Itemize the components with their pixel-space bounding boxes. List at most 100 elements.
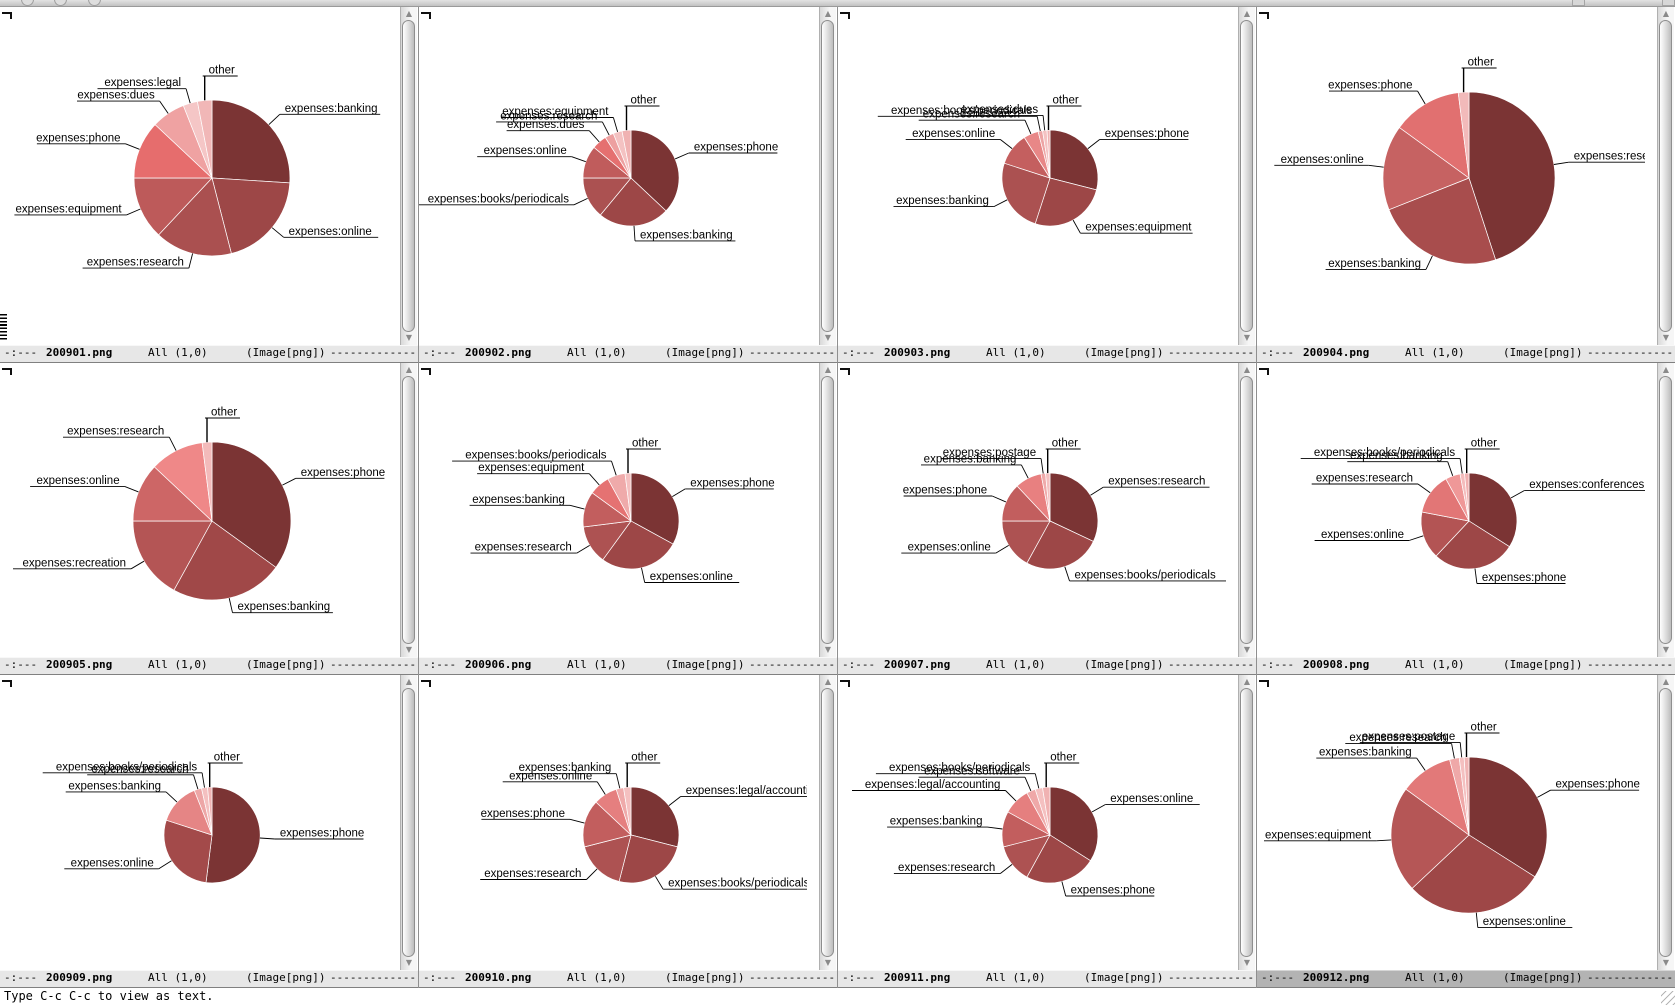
zoom-window-icon[interactable]: [88, 0, 101, 6]
modeline[interactable]: -:--- 200905.png All (1,0) (Image[png]) …: [0, 657, 418, 675]
modeline[interactable]: -:--- 200912.png All (1,0) (Image[png]) …: [1257, 970, 1675, 988]
modeline-mode[interactable]: (Image[png]): [1084, 658, 1164, 671]
scrollbar-down-arrow-icon[interactable]: ▼: [1243, 958, 1251, 967]
modeline-mode[interactable]: (Image[png]): [1503, 658, 1583, 671]
modeline[interactable]: -:--- 200902.png All (1,0) (Image[png]) …: [419, 345, 837, 363]
scrollbar-down-arrow-icon[interactable]: ▼: [405, 958, 413, 967]
modeline-mode[interactable]: (Image[png]): [1084, 971, 1164, 984]
modeline[interactable]: -:--- 200907.png All (1,0) (Image[png]) …: [838, 657, 1256, 675]
modeline-mode[interactable]: (Image[png]): [665, 346, 745, 359]
vertical-scrollbar[interactable]: ▲ ▼: [819, 363, 836, 657]
scrollbar-thumb[interactable]: [1659, 20, 1672, 332]
modeline-buffer-name[interactable]: 200901.png: [46, 346, 113, 359]
modeline-buffer-name[interactable]: 200908.png: [1303, 658, 1370, 671]
scrollbar-up-arrow-icon[interactable]: ▲: [1662, 677, 1670, 686]
scrollbar-up-arrow-icon[interactable]: ▲: [1243, 9, 1251, 18]
modeline-buffer-name[interactable]: 200903.png: [884, 346, 951, 359]
modeline[interactable]: -:--- 200906.png All (1,0) (Image[png]) …: [419, 657, 837, 675]
scrollbar-thumb[interactable]: [821, 688, 834, 957]
scrollbar-thumb[interactable]: [1240, 376, 1253, 644]
scrollbar-down-arrow-icon[interactable]: ▼: [824, 958, 832, 967]
scrollbar-up-arrow-icon[interactable]: ▲: [1662, 9, 1670, 18]
image-buffer-pane-200910.png[interactable]: expenses:legal/accounting expenses:books/…: [419, 675, 838, 988]
modeline[interactable]: -:--- 200903.png All (1,0) (Image[png]) …: [838, 345, 1256, 363]
modeline[interactable]: -:--- 200901.png All (1,0) (Image[png]) …: [0, 345, 418, 363]
scrollbar-down-arrow-icon[interactable]: ▼: [1662, 645, 1670, 654]
image-buffer-pane-200903.png[interactable]: expenses:phone expenses:equipment expenses…: [838, 7, 1257, 363]
modeline-mode[interactable]: (Image[png]): [246, 658, 326, 671]
modeline-mode[interactable]: (Image[png]): [246, 971, 326, 984]
scrollbar-thumb[interactable]: [821, 20, 834, 332]
image-buffer-pane-200905.png[interactable]: expenses:phone expenses:banking expenses:r…: [0, 363, 419, 675]
vertical-scrollbar[interactable]: ▲ ▼: [819, 7, 836, 345]
image-buffer-pane-200911.png[interactable]: expenses:online expenses:phone expenses:re…: [838, 675, 1257, 988]
scrollbar-down-arrow-icon[interactable]: ▼: [1243, 645, 1251, 654]
scrollbar-up-arrow-icon[interactable]: ▲: [824, 677, 832, 686]
vertical-scrollbar[interactable]: ▲ ▼: [400, 363, 417, 657]
vertical-scrollbar[interactable]: ▲ ▼: [1657, 363, 1674, 657]
modeline-mode[interactable]: (Image[png]): [1084, 346, 1164, 359]
scrollbar-up-arrow-icon[interactable]: ▲: [405, 677, 413, 686]
scrollbar-up-arrow-icon[interactable]: ▲: [824, 9, 832, 18]
image-buffer-pane-200908.png[interactable]: expenses:conferences expenses:phone expens…: [1257, 363, 1675, 675]
scrollbar-up-arrow-icon[interactable]: ▲: [405, 9, 413, 18]
image-buffer-pane-200909.png[interactable]: expenses:phone expenses:online expenses:ba…: [0, 675, 419, 988]
modeline[interactable]: -:--- 200910.png All (1,0) (Image[png]) …: [419, 970, 837, 988]
modeline-mode[interactable]: (Image[png]): [246, 346, 326, 359]
minimize-window-icon[interactable]: [54, 0, 67, 6]
scrollbar-down-arrow-icon[interactable]: ▼: [1243, 333, 1251, 342]
vertical-scrollbar[interactable]: ▲ ▼: [1657, 675, 1674, 970]
image-buffer-pane-200902.png[interactable]: expenses:phone expenses:banking expenses:b…: [419, 7, 838, 363]
modeline[interactable]: -:--- 200909.png All (1,0) (Image[png]) …: [0, 970, 418, 988]
scrollbar-thumb[interactable]: [1240, 20, 1253, 332]
scrollbar-down-arrow-icon[interactable]: ▼: [824, 333, 832, 342]
scrollbar-thumb[interactable]: [1240, 688, 1253, 957]
modeline-mode[interactable]: (Image[png]): [665, 971, 745, 984]
modeline-buffer-name[interactable]: 200910.png: [465, 971, 532, 984]
modeline-buffer-name[interactable]: 200902.png: [465, 346, 532, 359]
scrollbar-thumb[interactable]: [1659, 376, 1672, 644]
vertical-scrollbar[interactable]: ▲ ▼: [1238, 7, 1255, 345]
scrollbar-down-arrow-icon[interactable]: ▼: [405, 333, 413, 342]
image-buffer-pane-200901.png[interactable]: expenses:banking expenses:online expenses:…: [0, 7, 419, 363]
image-buffer-pane-200904.png[interactable]: expenses:research expenses:banking expense…: [1257, 7, 1675, 363]
vertical-scrollbar[interactable]: ▲ ▼: [1238, 675, 1255, 970]
modeline-buffer-name[interactable]: 200906.png: [465, 658, 532, 671]
scrollbar-up-arrow-icon[interactable]: ▲: [1243, 677, 1251, 686]
modeline-mode[interactable]: (Image[png]): [1503, 346, 1583, 359]
modeline-buffer-name[interactable]: 200905.png: [46, 658, 113, 671]
scrollbar-up-arrow-icon[interactable]: ▲: [824, 365, 832, 374]
modeline-mode[interactable]: (Image[png]): [665, 658, 745, 671]
scrollbar-thumb[interactable]: [1659, 688, 1672, 957]
scrollbar-down-arrow-icon[interactable]: ▼: [1662, 333, 1670, 342]
scrollbar-up-arrow-icon[interactable]: ▲: [405, 365, 413, 374]
image-buffer-pane-200906.png[interactable]: expenses:phone expenses:online expenses:re…: [419, 363, 838, 675]
modeline-buffer-name[interactable]: 200907.png: [884, 658, 951, 671]
modeline-buffer-name[interactable]: 200904.png: [1303, 346, 1370, 359]
modeline[interactable]: -:--- 200911.png All (1,0) (Image[png]) …: [838, 970, 1256, 988]
resize-grip-icon[interactable]: [1661, 991, 1675, 1005]
vertical-scrollbar[interactable]: ▲ ▼: [400, 7, 417, 345]
vertical-scrollbar[interactable]: ▲ ▼: [400, 675, 417, 970]
scrollbar-thumb[interactable]: [402, 688, 415, 957]
close-window-icon[interactable]: [21, 0, 34, 6]
scrollbar-down-arrow-icon[interactable]: ▼: [1662, 958, 1670, 967]
scrollbar-thumb[interactable]: [821, 376, 834, 644]
scrollbar-up-arrow-icon[interactable]: ▲: [1243, 365, 1251, 374]
scrollbar-thumb[interactable]: [402, 20, 415, 332]
modeline[interactable]: -:--- 200904.png All (1,0) (Image[png]) …: [1257, 345, 1675, 363]
vertical-scrollbar[interactable]: ▲ ▼: [1238, 363, 1255, 657]
modeline-buffer-name[interactable]: 200909.png: [46, 971, 113, 984]
image-buffer-pane-200912.png[interactable]: expenses:phone expenses:online expenses:eq…: [1257, 675, 1675, 988]
modeline-buffer-name[interactable]: 200911.png: [884, 971, 951, 984]
minibuffer[interactable]: Type C-c C-c to view as text.: [0, 988, 1675, 1005]
vertical-scrollbar[interactable]: ▲ ▼: [1657, 7, 1674, 345]
image-buffer-pane-200907.png[interactable]: expenses:research expenses:books/periodic…: [838, 363, 1257, 675]
vertical-scrollbar[interactable]: ▲ ▼: [819, 675, 836, 970]
modeline[interactable]: -:--- 200908.png All (1,0) (Image[png]) …: [1257, 657, 1675, 675]
modeline-buffer-name[interactable]: 200912.png: [1303, 971, 1370, 984]
scrollbar-down-arrow-icon[interactable]: ▼: [405, 645, 413, 654]
scrollbar-down-arrow-icon[interactable]: ▼: [824, 645, 832, 654]
scrollbar-thumb[interactable]: [402, 376, 415, 644]
scrollbar-up-arrow-icon[interactable]: ▲: [1662, 365, 1670, 374]
